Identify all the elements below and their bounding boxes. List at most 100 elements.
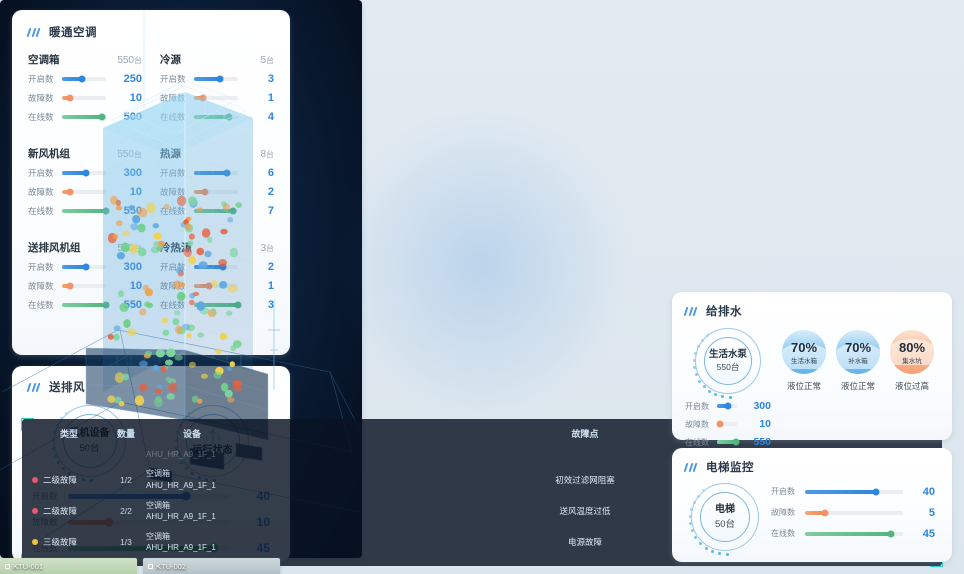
metric-value: 10 <box>743 418 771 430</box>
water-tank-percent: 70% <box>845 340 871 355</box>
elevator-panel: 电梯监控 电梯 50台 开启数 40 故障数 5 在线数 <box>672 448 952 562</box>
alarm-device-name: 空调箱 <box>146 468 238 480</box>
metric-slider-fill <box>805 532 891 536</box>
water-pump-dial[interactable]: 生活水泵 550台 <box>695 328 761 394</box>
alarm-col-qty: 数量 <box>106 427 146 445</box>
camera-tile[interactable]: KTU-001 屋顶机房 15:20:30 <box>0 558 137 574</box>
metric-value: 300 <box>743 400 771 412</box>
alarm-type-text: 二级故障 <box>43 505 77 517</box>
alarm-type: 二级故障 <box>32 505 106 517</box>
alarm-device-name: 空调箱 <box>146 531 238 543</box>
metric-slider-track[interactable] <box>805 532 903 536</box>
alarm-qty: 1/2 <box>106 475 146 485</box>
alarm-row-partial: AHU_HR_A9_1F_1 <box>32 445 362 465</box>
metric-value: 45 <box>909 528 935 540</box>
alarm-device-code: AHU_HR_A9_1F_1 <box>146 542 238 554</box>
metric-slider-knob[interactable] <box>872 488 879 495</box>
water-tank[interactable]: 70% 补水箱 液位正常 <box>831 330 885 454</box>
alarm-point: 电源故障 <box>238 536 362 548</box>
water-pump-block: 生活水泵 550台 开启数 300 故障数 10 在线数 550 <box>685 328 771 454</box>
alarm-severity-dot-icon <box>32 539 38 545</box>
water-tank-list: 70% 生活水箱 液位正常 70% 补水箱 液位正常 80% 集水坑 液位过高 <box>777 328 939 454</box>
metric-row[interactable]: 在线数 550 <box>685 436 771 448</box>
metric-slider-knob[interactable] <box>725 403 732 410</box>
metric-row[interactable]: 故障数 10 <box>685 418 771 430</box>
elevator-title-text: 电梯监控 <box>706 459 754 475</box>
metric-label: 故障数 <box>685 419 711 430</box>
alarm-point: 送风温度过低 <box>238 505 362 517</box>
elevator-dial-count: 50台 <box>715 516 735 530</box>
alarm-row[interactable]: 三级故障 1/3 空调箱 AHU_HR_A9_1F_1 电源故障 <box>32 527 362 558</box>
alarm-row-list: 二级故障 1/2 空调箱 AHU_HR_A9_1F_1 初效过滤网阻塞 二级故障… <box>32 464 362 558</box>
alarm-type: 二级故障 <box>32 474 106 486</box>
elevator-panel-title: 电梯监控 <box>685 459 939 475</box>
water-tank[interactable]: 80% 集水坑 液位过高 <box>885 330 939 454</box>
camera-icon <box>5 564 10 569</box>
section-marker-icon <box>685 307 699 316</box>
metric-slider-fill <box>805 490 876 494</box>
alarm-row[interactable]: 二级故障 1/2 空调箱 AHU_HR_A9_1F_1 初效过滤网阻塞 <box>32 464 362 495</box>
metric-row[interactable]: 在线数 45 <box>771 528 935 540</box>
water-supply-panel: 给排水 生活水泵 550台 开启数 300 故障数 <box>672 292 952 440</box>
alarm-col-type: 类型 <box>32 427 106 445</box>
water-metric-rows: 开启数 300 故障数 10 在线数 550 <box>685 400 771 448</box>
water-tank-status: 液位正常 <box>831 380 885 392</box>
alarm-device: 空调箱 AHU_HR_A9_1F_1 <box>146 531 238 554</box>
metric-row[interactable]: 故障数 5 <box>771 507 935 519</box>
water-tank-gauge: 70% 生活水箱 <box>782 330 826 374</box>
water-tank-gauge: 80% 集水坑 <box>890 330 934 374</box>
water-tank-percent: 80% <box>899 340 925 355</box>
metric-value: 5 <box>909 507 935 519</box>
metric-value: 40 <box>909 486 935 498</box>
alarm-type-text: 三级故障 <box>43 536 77 548</box>
metric-slider-track[interactable] <box>717 422 737 426</box>
metric-label: 开启数 <box>685 401 711 412</box>
building-3d-view[interactable]: 类型 数量 设备 故障点 AHU_HR_A9_1F_1 二级故障 1/2 空调箱… <box>0 0 362 558</box>
water-tank-gauge: 70% 补水箱 <box>836 330 880 374</box>
alarm-table-header: 类型 数量 设备 故障点 <box>32 427 362 445</box>
elevator-dial[interactable]: 电梯 50台 <box>691 483 759 551</box>
metric-slider-track[interactable] <box>717 440 737 444</box>
metric-slider-knob[interactable] <box>717 421 724 428</box>
water-tank-status: 液位正常 <box>777 380 831 392</box>
alarm-device-partial: AHU_HR_A9_1F_1 <box>146 449 238 461</box>
metric-row[interactable]: 开启数 40 <box>771 486 935 498</box>
alarm-col-device: 设备 <box>146 427 238 445</box>
alarm-point: 初效过滤网阻塞 <box>238 474 362 486</box>
water-tank[interactable]: 70% 生活水箱 液位正常 <box>777 330 831 454</box>
corner-bracket-icon <box>21 418 34 431</box>
water-body: 生活水泵 550台 开启数 300 故障数 10 在线数 550 <box>685 328 939 454</box>
dial-inner-ring: 生活水泵 550台 <box>704 337 752 385</box>
alarm-device-code: AHU_HR_A9_1F_1 <box>146 480 238 492</box>
dashboard-root: 暖通空调 空调箱 550台 开启数 250 故障数 10 在线数 500 冷 <box>0 0 964 574</box>
alarm-qty: 2/2 <box>106 506 146 516</box>
alarm-device-name: 空调箱 <box>146 500 238 512</box>
metric-value: 550 <box>743 436 771 448</box>
camera-id-label: KTU-001 <box>5 562 43 571</box>
alarm-device-code: AHU_HR_A9_1F_1 <box>146 511 238 523</box>
camera-icon <box>148 564 153 569</box>
metric-row[interactable]: 开启数 300 <box>685 400 771 412</box>
elevator-metric-rows: 开启数 40 故障数 5 在线数 45 <box>771 486 939 549</box>
alarm-table[interactable]: 类型 数量 设备 故障点 AHU_HR_A9_1F_1 二级故障 1/2 空调箱… <box>22 419 362 558</box>
camera-tile[interactable]: KTU-002 地下室机房 15:20:30 <box>143 558 280 574</box>
metric-slider-knob[interactable] <box>888 530 895 537</box>
alarm-row[interactable]: 二级故障 2/2 空调箱 AHU_HR_A9_1F_1 送风温度过低 <box>32 496 362 527</box>
metric-slider-knob[interactable] <box>733 439 740 446</box>
metric-slider-track[interactable] <box>717 404 737 408</box>
water-title-text: 给排水 <box>706 303 742 319</box>
metric-label: 开启数 <box>771 486 799 497</box>
alarm-type: 三级故障 <box>32 536 106 548</box>
metric-slider-track[interactable] <box>805 511 903 515</box>
alarm-severity-dot-icon <box>32 508 38 514</box>
water-tank-name: 集水坑 <box>902 355 922 365</box>
water-panel-title: 给排水 <box>685 303 939 319</box>
water-tank-name: 补水箱 <box>848 355 868 365</box>
metric-label: 故障数 <box>771 507 799 518</box>
water-tank-status: 液位过高 <box>885 380 939 392</box>
metric-slider-track[interactable] <box>805 490 903 494</box>
elevator-body: 电梯 50台 开启数 40 故障数 5 在线数 45 <box>685 483 939 551</box>
dial-inner-ring: 电梯 50台 <box>700 492 750 542</box>
metric-label: 在线数 <box>685 437 711 448</box>
metric-slider-knob[interactable] <box>821 509 828 516</box>
